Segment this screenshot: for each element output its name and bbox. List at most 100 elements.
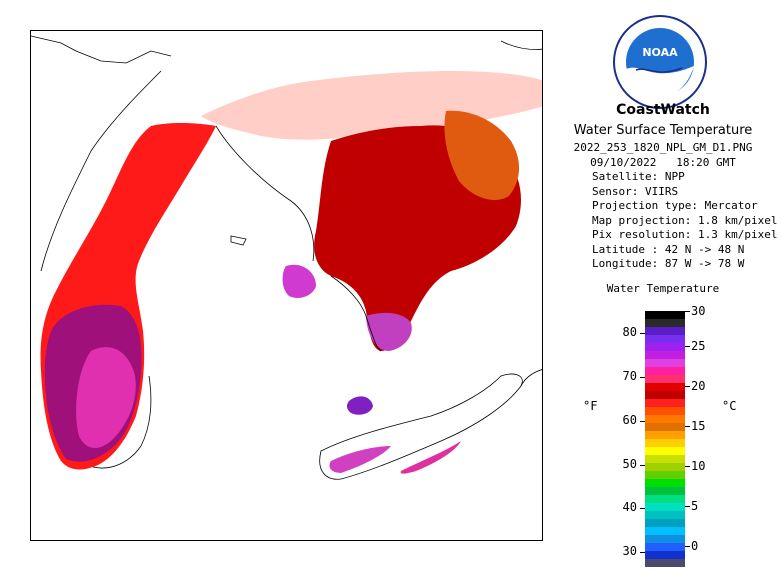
celsius-tick-label: 30 (691, 304, 706, 318)
metadata-line: Satellite: NPP (592, 170, 685, 185)
colorbar-swatch (645, 311, 685, 319)
great-lakes-map (31, 35, 542, 480)
metadata-label: Satellite: (592, 170, 659, 183)
fahrenheit-unit-label: °F (583, 399, 598, 413)
metadata-label: Map projection: (592, 213, 692, 227)
colorbar-swatch (645, 375, 685, 383)
metadata-value: 42 N -> 48 N (664, 242, 745, 256)
date-time: 09/10/2022 18:20 GMT (548, 156, 778, 170)
brand-title: CoastWatch (616, 102, 710, 118)
lake-michigan-pink (76, 347, 136, 448)
lake-erie-warm-east (400, 441, 461, 474)
fahrenheit-tick-mark (640, 552, 645, 553)
lake-st-clair (346, 396, 373, 415)
celsius-tick-label: 20 (691, 379, 706, 393)
colorbar-swatch (645, 407, 685, 415)
celsius-tick-mark (685, 311, 690, 312)
colorbar-swatch (645, 351, 685, 359)
celsius-unit-label: °C (722, 399, 737, 413)
fahrenheit-tick-mark (640, 333, 645, 334)
metadata-label: Sensor: (592, 184, 639, 198)
colorbar-swatch (645, 519, 685, 527)
colorbar-swatch (645, 471, 685, 479)
colorbar-swatch (645, 551, 685, 559)
fahrenheit-tick-mark (640, 377, 645, 378)
colorbar-swatch (645, 415, 685, 423)
time-value: 18:20 GMT (676, 156, 736, 169)
celsius-tick-label: 25 (691, 339, 706, 353)
colorbar-swatch (645, 455, 685, 463)
colorbar-swatch (645, 391, 685, 399)
metadata-line: Latitude : 42 N -> 48 N (592, 243, 744, 258)
fahrenheit-tick-label: 70 (622, 369, 637, 383)
colorbar-swatch (645, 319, 685, 327)
colorbar-swatch (645, 343, 685, 351)
colorbar-swatch (645, 367, 685, 375)
celsius-tick-mark (685, 506, 690, 507)
metadata-value: 87 W -> 78 W (664, 257, 745, 270)
celsius-tick-label: 0 (691, 539, 699, 553)
huron-south-warm (366, 312, 412, 351)
colorbar-swatch (645, 439, 685, 447)
fahrenheit-tick-label: 40 (622, 500, 637, 514)
colorbar-swatch (645, 559, 685, 567)
fahrenheit-tick-mark (640, 465, 645, 466)
fahrenheit-tick-label: 60 (622, 413, 637, 427)
metadata-label: Projection type: (592, 199, 698, 212)
colorbar-swatch (645, 503, 685, 511)
metadata-value: Mercator (704, 199, 758, 212)
colorbar-swatch (645, 527, 685, 535)
metadata-line: Longitude: 87 W -> 78 W (592, 257, 744, 272)
colorbar-swatch (645, 431, 685, 439)
metadata-value: 1.8 km/pixel (697, 213, 778, 227)
date-value: 09/10/2022 (590, 156, 657, 169)
product-subtitle: Water Surface Temperature (573, 123, 753, 138)
lake-erie-warm (329, 446, 391, 473)
temperature-colorbar (645, 311, 685, 567)
colorbar-swatch (645, 511, 685, 519)
metadata-label: Pix resolution: (592, 228, 692, 241)
celsius-tick-mark (685, 426, 690, 427)
image-filename: 2022_253_1820_NPL_GM_D1.PNG (573, 141, 753, 154)
celsius-tick-mark (685, 386, 690, 387)
celsius-tick-label: 15 (691, 419, 706, 433)
metadata-line: Sensor: VIIRS (592, 185, 678, 200)
fahrenheit-tick-label: 80 (622, 325, 637, 339)
metadata-value: NPP (664, 170, 685, 183)
colorbar-swatch (645, 359, 685, 367)
colorbar-swatch (645, 463, 685, 471)
map-frame (30, 30, 543, 541)
colorbar-swatch (645, 543, 685, 551)
fahrenheit-tick-label: 50 (622, 457, 637, 471)
colorbar-swatch (645, 327, 685, 335)
georgian-bay (444, 110, 520, 201)
colorbar-swatch (645, 479, 685, 487)
colorbar-swatch (645, 447, 685, 455)
fahrenheit-tick-mark (640, 421, 645, 422)
colorbar-swatch (645, 335, 685, 343)
celsius-tick-mark (685, 346, 690, 347)
celsius-tick-mark (685, 466, 690, 467)
legend-title: Water Temperature (606, 282, 720, 295)
colorbar-swatch (645, 487, 685, 495)
colorbar-swatch (645, 423, 685, 431)
metadata-line: Pix resolution: 1.3 km/pixel (592, 228, 777, 243)
celsius-tick-label: 10 (691, 459, 706, 473)
coastlines (31, 35, 542, 469)
colorbar-swatch (645, 535, 685, 543)
noaa-logo-icon: NOAA (613, 15, 707, 109)
metadata-line: Map projection: 1.8 km/pixel (592, 214, 777, 229)
metadata-value: 1.3 km/pixel (697, 228, 778, 241)
colorbar-swatch (645, 399, 685, 407)
celsius-tick-label: 5 (691, 499, 699, 513)
colorbar-swatch (645, 383, 685, 391)
metadata-line: Projection type: Mercator (592, 199, 758, 214)
logo-text: NOAA (642, 46, 678, 59)
metadata-label: Longitude: (592, 257, 659, 270)
fahrenheit-tick-mark (640, 508, 645, 509)
fahrenheit-tick-label: 30 (622, 544, 637, 558)
colorbar-swatch (645, 495, 685, 503)
metadata-value: VIIRS (644, 184, 679, 198)
metadata-label: Latitude : (592, 242, 659, 256)
saginaw-bay (282, 264, 316, 298)
